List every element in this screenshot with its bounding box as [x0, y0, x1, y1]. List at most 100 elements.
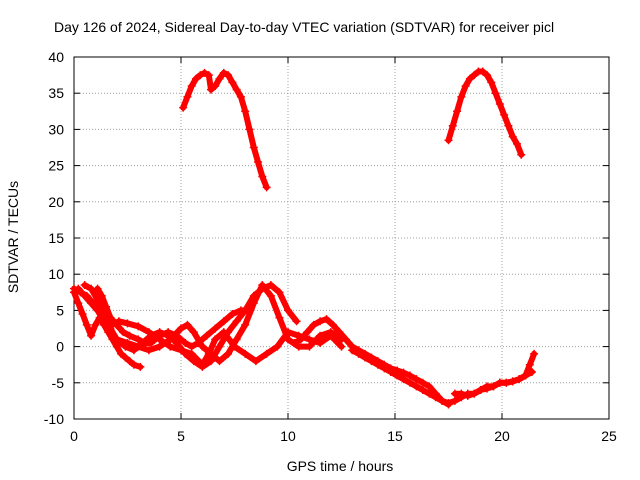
data-point-marker	[181, 349, 190, 358]
data-point-marker	[450, 396, 459, 405]
y-tick-label: 10	[48, 266, 64, 282]
data-point-marker	[399, 375, 408, 384]
data-point-marker	[457, 389, 466, 398]
data-point-marker	[292, 317, 301, 326]
data-point-marker	[106, 313, 115, 322]
data-point-marker	[189, 328, 198, 337]
y-tick-label: -10	[44, 411, 64, 427]
data-point-marker	[241, 349, 250, 358]
data-point-marker	[121, 353, 130, 362]
data-point-marker	[125, 357, 134, 366]
data-point-marker	[275, 288, 284, 297]
data-point-marker	[380, 364, 389, 373]
data-point-marker	[224, 349, 233, 358]
data-point-marker	[249, 291, 258, 300]
series-arc-1	[179, 68, 271, 192]
data-point-marker	[316, 331, 325, 340]
data-point-marker	[448, 121, 457, 130]
y-tick-label: 20	[48, 194, 64, 210]
data-point-marker	[495, 100, 504, 109]
data-point-marker	[373, 360, 382, 369]
data-point-marker	[266, 291, 275, 300]
series-trace	[180, 69, 270, 191]
data-point-marker	[232, 317, 241, 326]
data-point-marker	[147, 331, 156, 340]
data-point-marker	[119, 328, 128, 337]
data-point-marker	[211, 324, 220, 333]
data-point-marker	[82, 320, 91, 329]
data-point-marker	[74, 299, 83, 308]
data-point-marker	[425, 389, 434, 398]
data-point-marker	[70, 288, 78, 297]
data-point-marker	[326, 328, 335, 337]
data-point-marker	[121, 342, 130, 351]
data-point-marker	[245, 306, 254, 315]
y-tick-label: 30	[48, 121, 64, 137]
data-point-marker	[478, 67, 487, 76]
data-point-marker	[491, 89, 500, 98]
data-point-marker	[191, 74, 200, 83]
data-point-marker	[316, 338, 325, 347]
data-point-marker	[476, 386, 485, 395]
data-point-marker	[521, 371, 530, 380]
data-point-marker	[93, 284, 102, 293]
series-trace	[349, 347, 535, 407]
series-arc-10	[450, 349, 539, 400]
data-point-marker	[198, 342, 207, 351]
data-point-marker	[144, 346, 153, 355]
data-point-marker	[215, 74, 224, 83]
data-point-marker	[470, 389, 479, 398]
data-point-marker	[444, 399, 453, 408]
x-tick-label: 20	[494, 428, 510, 444]
data-point-marker	[303, 328, 312, 337]
data-point-marker	[266, 281, 275, 290]
data-point-marker	[228, 310, 237, 319]
data-point-marker	[463, 391, 472, 400]
data-point-marker	[483, 384, 492, 393]
series-layer	[70, 67, 539, 409]
y-tick-label: 40	[48, 49, 64, 65]
x-tick-labels: 0 5 10 15 20 25	[70, 428, 617, 444]
data-point-marker	[172, 338, 181, 347]
chart-title: Day 126 of 2024, Sidereal Day-to-day VTE…	[54, 19, 554, 35]
data-point-marker	[219, 317, 228, 326]
data-point-marker	[500, 110, 509, 119]
data-point-marker	[251, 357, 260, 366]
series-arc-9	[348, 346, 536, 408]
data-point-marker	[316, 317, 325, 326]
data-point-marker	[515, 375, 524, 384]
data-point-marker	[104, 328, 113, 337]
data-point-marker	[348, 346, 357, 355]
data-point-marker	[164, 328, 173, 337]
data-point-marker	[258, 172, 267, 181]
data-point-marker	[125, 331, 134, 340]
data-point-marker	[296, 335, 305, 344]
data-point-marker	[305, 335, 314, 344]
y-tick-labels: -10 -5 0 5 10 15 20 25 30 35 40	[44, 49, 64, 427]
series-arc-6	[93, 284, 254, 351]
data-point-marker	[134, 322, 143, 331]
series-trace	[445, 68, 525, 158]
data-point-marker	[367, 357, 376, 366]
data-point-marker	[290, 338, 299, 347]
data-point-marker	[361, 353, 370, 362]
data-point-marker	[337, 342, 346, 351]
data-point-marker	[194, 338, 203, 347]
data-point-marker	[328, 320, 337, 329]
data-point-marker	[215, 342, 224, 351]
series-arc-5	[80, 281, 301, 371]
x-axis-label: GPS time / hours	[287, 458, 394, 474]
data-point-marker	[80, 291, 89, 300]
data-point-marker	[241, 107, 250, 116]
y-tick-label: -5	[52, 375, 65, 391]
axis-ticks	[73, 56, 610, 420]
y-tick-label: 5	[56, 302, 64, 318]
data-point-marker	[179, 103, 188, 112]
data-point-marker	[219, 68, 228, 77]
data-point-marker	[177, 324, 185, 333]
data-point-marker	[341, 335, 350, 344]
data-point-marker	[187, 342, 196, 351]
data-point-marker	[206, 357, 215, 366]
data-point-marker	[418, 378, 427, 387]
